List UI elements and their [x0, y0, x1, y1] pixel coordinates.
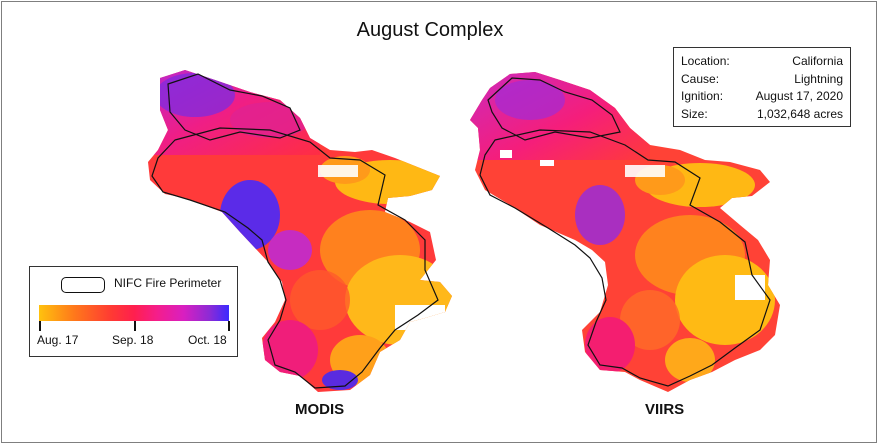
figure-title: August Complex — [356, 19, 504, 41]
legend-tick — [39, 321, 41, 331]
fire-info-box: Location: California Cause: Lightning Ig… — [673, 47, 851, 127]
info-value: California — [792, 54, 843, 68]
legend-tick — [134, 321, 136, 331]
tick-label-start: Aug. 17 — [37, 333, 79, 347]
tick-label-mid: Sep. 18 — [112, 333, 154, 347]
info-row-location: Location: California — [681, 53, 843, 71]
legend-tick — [228, 321, 230, 331]
info-value: August 17, 2020 — [755, 89, 843, 103]
info-label: Location: — [681, 54, 730, 68]
info-label: Ignition: — [681, 89, 724, 103]
info-label: Size: — [681, 106, 708, 121]
info-label: Cause: — [681, 71, 720, 86]
info-value: 1,032,648 acres — [756, 106, 843, 121]
map-legend: NIFC Fire Perimeter Aug. 17 Sep. 18 Oct.… — [29, 266, 238, 357]
info-value: Lightning — [794, 71, 843, 86]
info-row-size: Size: 1,032,648 acres — [681, 106, 843, 124]
tick-label-end: Oct. 18 — [188, 333, 227, 347]
date-color-ramp — [39, 305, 229, 321]
info-row-cause: Cause: Lightning — [681, 71, 843, 89]
viirs-map-label: VIIRS — [645, 401, 685, 418]
perimeter-swatch — [61, 277, 105, 293]
perimeter-label: NIFC Fire Perimeter — [114, 276, 222, 290]
modis-map-label: MODIS — [295, 401, 345, 418]
info-row-ignition: Ignition: August 17, 2020 — [681, 88, 843, 106]
